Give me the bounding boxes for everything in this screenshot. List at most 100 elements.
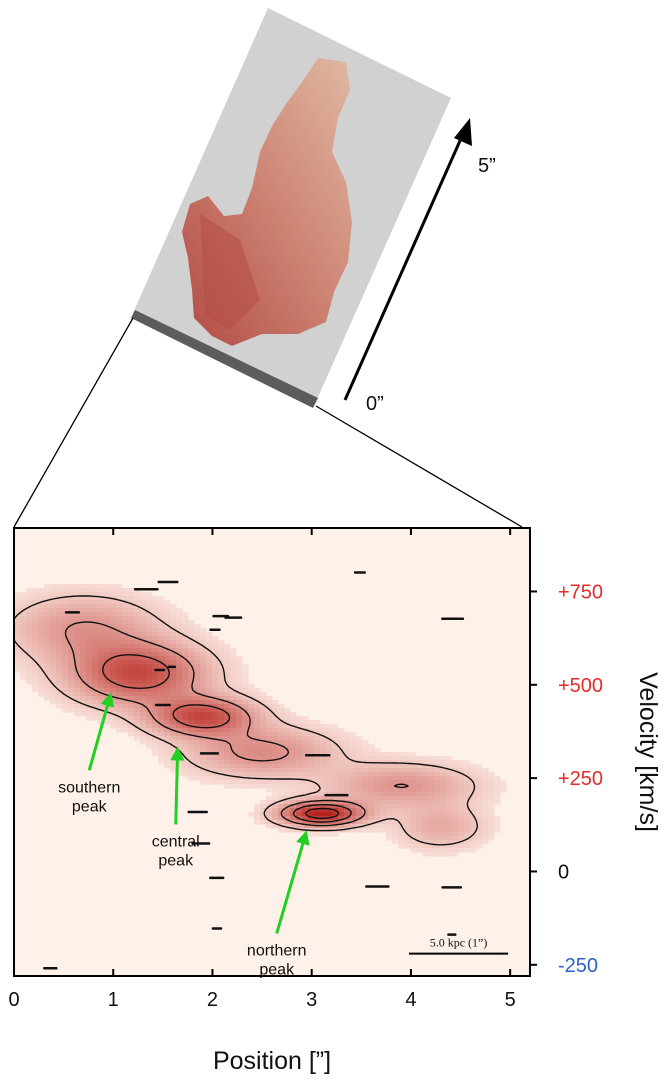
- heat-cell: [182, 684, 189, 689]
- heat-cell: [188, 720, 195, 725]
- heat-cell: [200, 708, 207, 713]
- heat-cell: [98, 600, 105, 605]
- heat-cell: [146, 744, 153, 749]
- heat-cell: [356, 776, 363, 781]
- heat-cell: [434, 788, 441, 793]
- heat-cell: [380, 772, 387, 777]
- heat-cell: [188, 672, 195, 677]
- heat-cell: [182, 636, 189, 641]
- heat-cell: [272, 804, 279, 809]
- heat-cell: [26, 612, 33, 617]
- heat-cell: [164, 700, 171, 705]
- heat-cell: [254, 728, 261, 733]
- heat-cell: [80, 592, 87, 597]
- heat-cell: [488, 792, 495, 797]
- heat-cell: [248, 740, 255, 745]
- heat-cell: [284, 824, 291, 829]
- heat-cell: [20, 644, 27, 649]
- heat-cell: [224, 648, 231, 653]
- heat-cell: [224, 776, 231, 781]
- heat-cell: [284, 760, 291, 765]
- heat-cell: [368, 808, 375, 813]
- heat-cell: [476, 816, 483, 821]
- heat-cell: [122, 724, 129, 729]
- heat-cell: [152, 716, 159, 721]
- heat-cell: [164, 672, 171, 677]
- heat-cell: [218, 676, 225, 681]
- heat-cell: [140, 720, 147, 725]
- heat-cell: [260, 784, 267, 789]
- heat-cell: [380, 776, 387, 781]
- heat-cell: [26, 588, 33, 593]
- heat-cell: [128, 672, 135, 677]
- heat-cell: [356, 828, 363, 833]
- heat-cell: [236, 668, 243, 673]
- heat-cell: [224, 688, 231, 693]
- heat-cell: [398, 832, 405, 837]
- heat-cell: [200, 700, 207, 705]
- heat-cell: [440, 784, 447, 789]
- heat-cell: [188, 624, 195, 629]
- heat-cell: [98, 636, 105, 641]
- heat-cell: [338, 772, 345, 777]
- heat-cell: [92, 680, 99, 685]
- heat-cell: [410, 752, 417, 757]
- heat-cell: [398, 844, 405, 849]
- heat-cell: [452, 796, 459, 801]
- heat-cell: [230, 784, 237, 789]
- heat-cell: [260, 820, 267, 825]
- heat-cell: [290, 796, 297, 801]
- heat-cell: [44, 584, 51, 589]
- heat-cell: [68, 620, 75, 625]
- heat-cell: [104, 684, 111, 689]
- heat-cell: [128, 668, 135, 673]
- heat-cell: [212, 676, 219, 681]
- heat-cell: [44, 652, 51, 657]
- heat-cell: [134, 724, 141, 729]
- heat-cell: [140, 592, 147, 597]
- heat-cell: [278, 768, 285, 773]
- heat-cell: [434, 812, 441, 817]
- heat-cell: [482, 776, 489, 781]
- heat-cell: [362, 816, 369, 821]
- heat-cell: [278, 708, 285, 713]
- heat-cell: [122, 688, 129, 693]
- heat-cell: [188, 640, 195, 645]
- heat-cell: [476, 820, 483, 825]
- heat-cell: [38, 640, 45, 645]
- heat-cell: [374, 752, 381, 757]
- heat-cell: [110, 644, 117, 649]
- heat-cell: [98, 692, 105, 697]
- heat-cell: [212, 732, 219, 737]
- heat-cell: [92, 636, 99, 641]
- heat-cell: [416, 836, 423, 841]
- heat-cell: [410, 820, 417, 825]
- heat-cell: [164, 720, 171, 725]
- heat-cell: [146, 728, 153, 733]
- heat-cell: [116, 664, 123, 669]
- heat-cell: [80, 696, 87, 701]
- heat-cell: [374, 824, 381, 829]
- heat-cell: [116, 600, 123, 605]
- heat-cell: [14, 656, 21, 661]
- heat-cell: [116, 644, 123, 649]
- heat-cell: [482, 812, 489, 817]
- heat-cell: [224, 680, 231, 685]
- heat-cell: [380, 816, 387, 821]
- heat-cell: [14, 628, 21, 633]
- heat-cell: [170, 696, 177, 701]
- y-axis-label: Velocity [km/s]: [634, 672, 662, 832]
- heat-cell: [446, 828, 453, 833]
- heat-cell: [242, 692, 249, 697]
- heat-cell: [158, 724, 165, 729]
- heat-cell: [368, 828, 375, 833]
- heat-cell: [182, 752, 189, 757]
- heat-cell: [134, 624, 141, 629]
- heat-cell: [266, 816, 273, 821]
- heat-cell: [254, 700, 261, 705]
- heat-cell: [212, 756, 219, 761]
- heat-cell: [272, 756, 279, 761]
- heat-cell: [278, 796, 285, 801]
- heat-cell: [266, 796, 273, 801]
